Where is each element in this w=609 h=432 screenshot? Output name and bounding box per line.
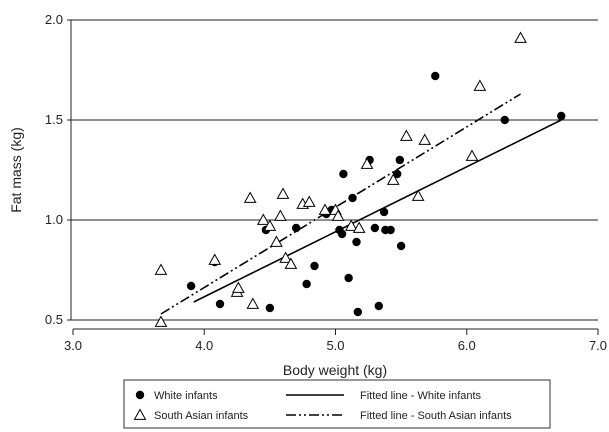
point-white [302,279,311,289]
point-south-asian [243,191,257,203]
point-white [374,301,384,311]
point-white [310,261,319,271]
point-south-asian [232,281,245,293]
point-south-asian [246,297,260,309]
point-white [352,237,361,247]
grid-lines [73,19,598,321]
point-white [215,299,225,309]
point-white [557,111,566,121]
point-white [186,281,196,291]
x-axis-title: Body weight (kg) [283,362,387,378]
data-points [154,31,566,327]
x-tick-label: 5.0 [326,338,344,353]
point-white [370,223,380,233]
point-white [291,223,301,233]
legend-label-south-asian-fit: Fitted line - South Asian infants [360,410,512,422]
point-south-asian [276,187,290,199]
point-south-asian [386,173,400,185]
y-tick-label: 1.0 [45,212,63,227]
legend-label-south-asian: South Asian infants [154,410,249,422]
point-south-asian [284,257,298,269]
point-south-asian [302,195,316,207]
point-south-asian [208,253,222,265]
point-white [392,169,402,179]
point-white [337,229,347,239]
x-tick-label: 4.0 [195,338,213,353]
point-south-asian [270,235,283,247]
fitted-line-white [193,119,562,303]
legend-label-white-fit: Fitted line - White infants [360,390,482,402]
point-south-asian [279,251,292,263]
x-tick-label: 6.0 [458,338,476,353]
point-south-asian [514,31,527,43]
point-south-asian [256,213,270,225]
point-south-asian [473,79,487,91]
legend-marker-white [135,390,145,400]
point-south-asian [154,315,168,327]
point-south-asian [344,219,358,231]
point-south-asian [352,221,366,233]
point-white [353,307,363,317]
y-tick-label: 2.0 [45,12,63,27]
point-south-asian [263,219,277,231]
x-tick-label: 3.0 [64,338,82,353]
legend-marker-south-asian [133,408,147,420]
fitted-line-south-asian [160,93,521,315]
point-south-asian [154,263,168,275]
point-white [344,273,353,283]
point-white [386,225,395,235]
point-south-asian [418,133,432,145]
point-white [379,207,389,217]
point-white [339,169,348,179]
point-white [395,155,405,165]
y-axis-title: Fat mass (kg) [8,127,24,213]
point-south-asian [400,129,413,141]
point-white [500,115,510,125]
point-south-asian [318,203,332,215]
point-white [431,71,440,81]
x-tick-label: 7.0 [589,338,607,353]
axes: 0.5 1.0 1.5 2.0 3.0 4.0 5.0 6.0 7.0 [45,12,607,353]
legend-label-white: White infants [154,390,218,402]
point-south-asian [274,209,287,221]
point-south-asian [331,209,345,221]
y-tick-label: 0.5 [45,312,63,327]
fitted-lines [160,93,562,315]
point-white [396,241,406,251]
point-south-asian [465,149,479,161]
y-tick-label: 1.5 [45,112,63,127]
point-south-asian [360,157,374,169]
legend-box [123,379,551,429]
legend: White infants South Asian infants Fitted l… [123,379,551,429]
point-white [348,193,357,203]
point-white [265,303,275,313]
point-south-asian [411,189,425,201]
